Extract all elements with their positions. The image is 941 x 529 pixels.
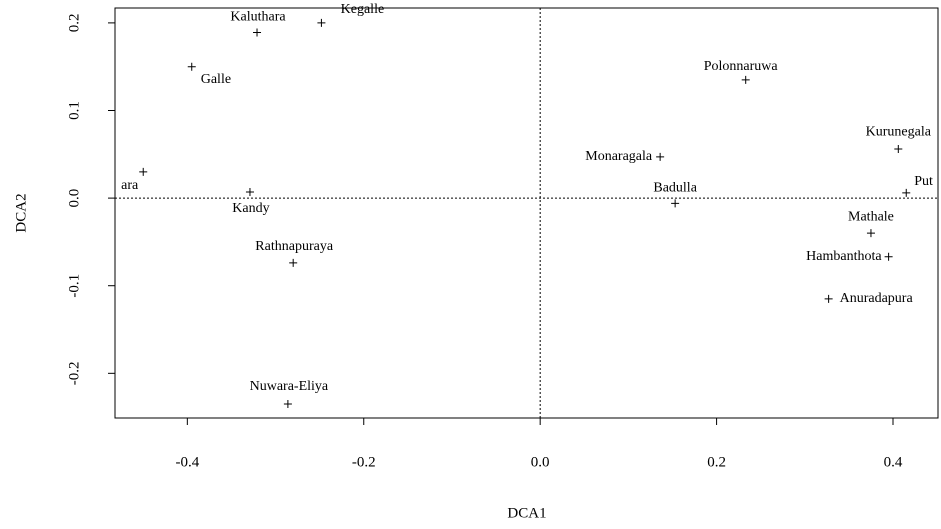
point bbox=[671, 199, 680, 208]
point bbox=[317, 18, 326, 27]
point-label: Rathnapuraya bbox=[255, 239, 334, 254]
point-label: Kaluthara bbox=[230, 10, 286, 25]
point bbox=[283, 399, 292, 408]
point-label: Mathale bbox=[848, 209, 894, 224]
point bbox=[824, 294, 833, 303]
y-tick-label: 0.0 bbox=[66, 189, 82, 208]
point bbox=[866, 229, 875, 238]
point-label: Kandy bbox=[232, 201, 269, 216]
point bbox=[289, 258, 298, 267]
x-axis-label: DCA1 bbox=[507, 505, 546, 521]
point bbox=[656, 152, 665, 161]
x-tick-label: 0.2 bbox=[707, 454, 726, 470]
point-label: Nuwara-Eliya bbox=[250, 379, 329, 394]
y-axis-label: DCA2 bbox=[13, 193, 29, 232]
point bbox=[245, 187, 254, 196]
point-label: Kegalle bbox=[341, 2, 385, 17]
point-label: Hambanthota bbox=[806, 249, 882, 264]
x-tick-label: -0.2 bbox=[352, 454, 376, 470]
y-tick-label: -0.1 bbox=[66, 274, 82, 298]
point-label: Anuradapura bbox=[840, 291, 914, 306]
point-label: Galle bbox=[201, 72, 231, 87]
x-tick-label: 0.0 bbox=[531, 454, 550, 470]
point-label: Monaragala bbox=[585, 149, 653, 164]
point bbox=[884, 252, 893, 261]
point bbox=[894, 145, 903, 154]
point-label: Badulla bbox=[653, 181, 697, 196]
point-label: Polonnaruwa bbox=[704, 59, 779, 74]
y-tick-label: 0.1 bbox=[66, 101, 82, 120]
y-tick-label: -0.2 bbox=[66, 361, 82, 385]
point bbox=[902, 188, 911, 197]
x-tick-label: -0.4 bbox=[175, 454, 199, 470]
point-label: Kurunegala bbox=[866, 124, 932, 139]
point bbox=[253, 28, 262, 37]
y-tick-label: 0.2 bbox=[66, 14, 82, 33]
point-label: ara bbox=[121, 178, 139, 193]
plot-frame bbox=[114, 7, 939, 419]
point-label: Put bbox=[914, 174, 933, 189]
point bbox=[741, 75, 750, 84]
x-tick-label: 0.4 bbox=[884, 454, 903, 470]
point bbox=[187, 62, 196, 71]
point bbox=[139, 167, 148, 176]
